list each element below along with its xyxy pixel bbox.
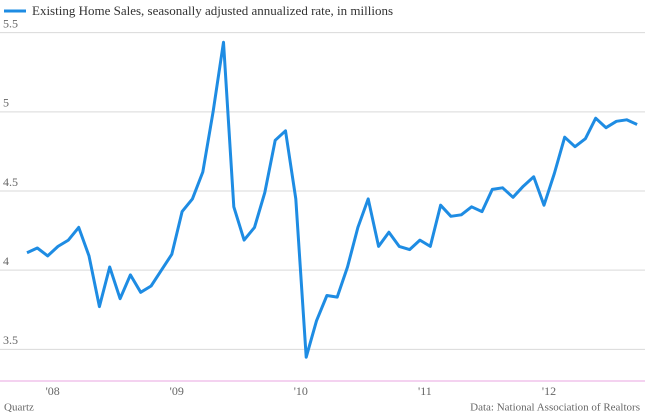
y-tick-label: 4.5: [3, 175, 18, 189]
y-tick-label: 3.5: [3, 333, 18, 347]
x-tick-label: '08: [46, 384, 60, 398]
x-tick-label: '10: [294, 384, 308, 398]
credit: Quartz: [4, 402, 34, 414]
x-tick-label: '09: [170, 384, 184, 398]
series-line: [26, 40, 638, 359]
y-tick-label: 4: [3, 254, 9, 268]
y-tick-label: 5.5: [3, 16, 18, 30]
source: Data: National Association of Realtors: [470, 402, 640, 414]
x-tick-label: '11: [418, 384, 432, 398]
x-tick-label: '12: [542, 384, 556, 398]
y-tick-label: 5: [3, 96, 9, 110]
legend-label: Existing Home Sales, seasonally adjusted…: [32, 3, 393, 18]
